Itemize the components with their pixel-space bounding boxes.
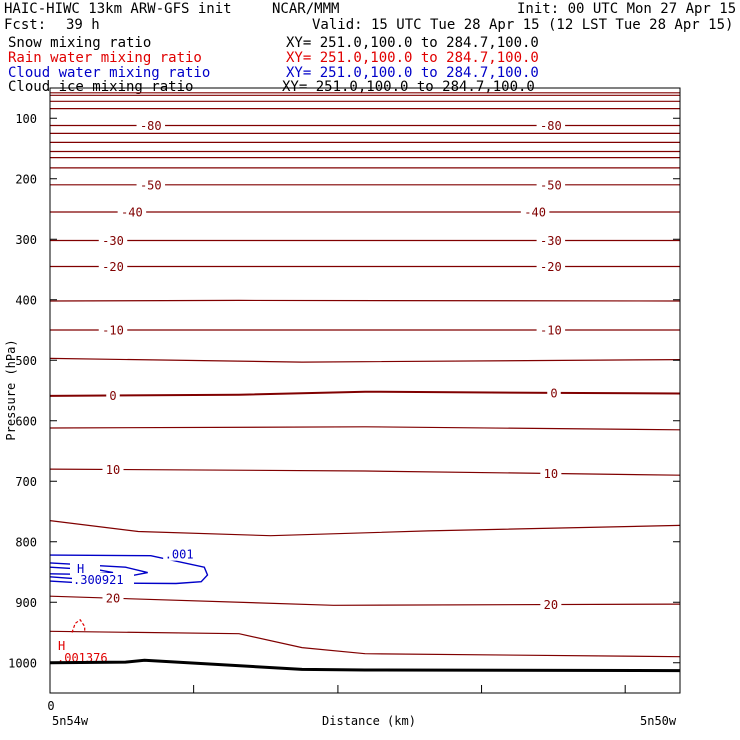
org-label: NCAR/MMM	[272, 1, 340, 17]
y-tick-label: 700	[15, 475, 37, 489]
isotherm-label-bg	[106, 388, 120, 403]
isotherm-label: 20	[106, 592, 120, 606]
isotherm-label-bg	[536, 323, 566, 337]
isotherm-label: -10	[102, 324, 124, 338]
isotherm-label: 0	[109, 389, 116, 403]
isotherm-label: -40	[524, 206, 546, 220]
isotherm-label-bg	[98, 323, 128, 337]
isotherm-label-bg	[536, 118, 566, 133]
isotherm-label: 20	[544, 598, 558, 612]
isotherm-label-bg	[136, 118, 166, 133]
isotherm-label: -50	[540, 178, 562, 192]
isotherm-label: -80	[540, 119, 562, 133]
isotherm-18	[49, 426, 681, 431]
legend-cloud-water-xy: XY= 251.0,100.0 to 284.7,100.0	[286, 65, 539, 81]
cloud-water-h-bg	[70, 562, 100, 575]
isotherm-label-bg	[536, 177, 566, 192]
isotherm-label: -20	[540, 260, 562, 274]
cloud-water-max-value: .300921	[73, 573, 124, 587]
isotherm-20	[49, 520, 681, 537]
y-tick-label: 1000	[8, 656, 37, 670]
y-tick-label: 400	[15, 293, 37, 307]
isotherm-16	[49, 357, 681, 363]
isotherm-label: -20	[102, 260, 124, 274]
isotherm-label: -30	[540, 234, 562, 248]
isotherm-17	[49, 390, 681, 397]
y-tick-label: 200	[15, 172, 37, 186]
valid-time: Valid: 15 UTC Tue 28 Apr 15 (12 LST Tue …	[312, 17, 734, 33]
isotherm-19	[49, 468, 681, 476]
forecast-label: Fcst:	[4, 17, 47, 33]
y-tick-label: 100	[15, 112, 37, 126]
plot-frame	[49, 87, 681, 694]
model-title: HAIC-HIWC 13km ARW-GFS init	[4, 1, 232, 17]
isotherm-label: 10	[544, 467, 558, 481]
isotherm-21	[49, 595, 681, 606]
isotherm-label-bg	[98, 233, 128, 248]
isotherm-label-bg	[536, 233, 566, 248]
isotherm-14	[49, 299, 681, 302]
isotherm-label-bg	[102, 462, 124, 477]
cloud-water-label-bg	[163, 546, 196, 561]
legend-snow-xy: XY= 251.0,100.0 to 284.7,100.0	[286, 35, 539, 51]
isotherm-label: -10	[540, 324, 562, 338]
x-origin-label: 0	[47, 699, 54, 713]
isotherm-label: -40	[121, 206, 143, 220]
y-tick-label: 900	[15, 596, 37, 610]
legend-rain-name: Rain water mixing ratio	[8, 50, 202, 66]
isotherm-label-bg	[547, 385, 561, 400]
isotherm-label-bg	[540, 466, 562, 481]
isotherm-label: 10	[106, 463, 120, 477]
isotherm-label-bg	[98, 259, 128, 274]
isotherm-label: 0	[550, 386, 557, 400]
init-time: Init: 00 UTC Mon 27 Apr 15	[517, 1, 737, 17]
legend-cloud-ice-name: Cloud ice mixing ratio	[8, 79, 194, 95]
isotherm-label-bg	[520, 205, 550, 220]
forecast-hour: 39 h	[66, 17, 100, 33]
legend-cloud-water-name: Cloud water mixing ratio	[8, 65, 211, 81]
cloud-water-max-marker: H	[77, 562, 84, 576]
isotherm-label: -30	[102, 234, 124, 248]
x-axis-title: Distance (km)	[322, 714, 416, 728]
isotherm-label-bg	[102, 591, 124, 606]
y-tick-label: 300	[15, 233, 37, 247]
x-start-label: 5n54w	[52, 714, 89, 728]
y-axis-title: Pressure (hPa)	[4, 339, 18, 440]
isotherm-label: -50	[140, 178, 162, 192]
cloud-water-max-bg	[72, 573, 134, 586]
y-tick-label: 500	[15, 354, 37, 368]
legend-snow-name: Snow mixing ratio	[8, 35, 152, 51]
cloud-water-contour-inner	[49, 562, 148, 580]
legend-rain-xy: XY= 251.0,100.0 to 284.7,100.0	[286, 50, 539, 66]
terrain-surface	[49, 658, 681, 673]
rain-water-max-marker: H	[58, 639, 65, 653]
x-end-label: 5n50w	[640, 714, 677, 728]
isotherm-label-bg	[117, 205, 147, 220]
isotherm-label: -80	[140, 119, 162, 133]
rain-water-contour	[71, 618, 86, 633]
isotherm-label-bg	[536, 259, 566, 274]
y-tick-label: 800	[15, 535, 37, 549]
legend-cloud-ice-xy: XY= 251.0,100.0 to 284.7,100.0	[282, 79, 535, 95]
cloud-water-contour-label: .001	[165, 548, 194, 562]
y-tick-label: 600	[15, 414, 37, 428]
isotherm-label-bg	[136, 177, 166, 192]
isotherm-22	[49, 630, 681, 658]
isotherm-label-bg	[540, 597, 562, 612]
